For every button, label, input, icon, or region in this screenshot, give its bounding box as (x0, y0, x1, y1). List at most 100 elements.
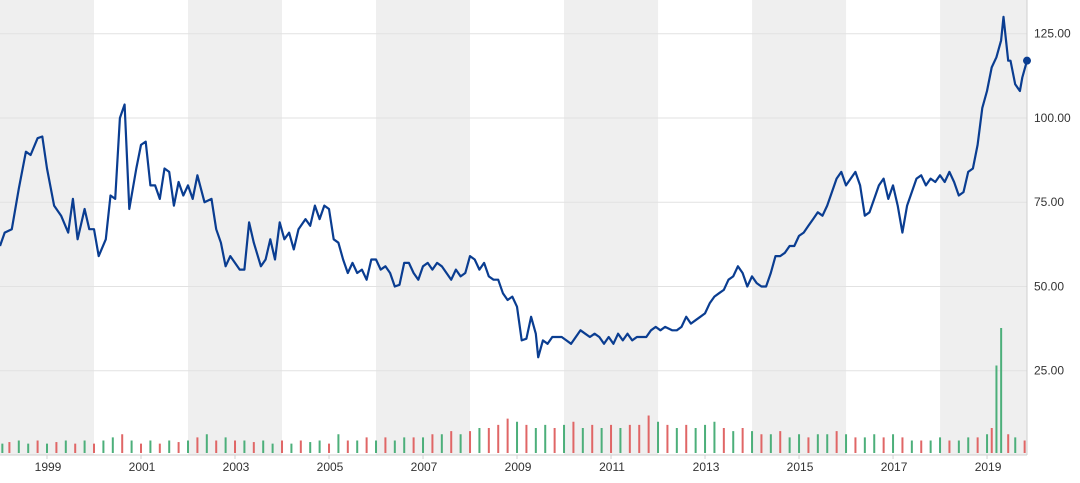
volume-bar (17, 440, 20, 453)
year-band (940, 0, 1027, 455)
volume-bar (450, 431, 453, 453)
volume-bar (910, 440, 913, 453)
price-line (0, 15, 1029, 359)
last-price-marker (1023, 56, 1031, 65)
volume-bar (224, 437, 227, 453)
volume-bar (807, 437, 810, 453)
x-tick-label: 2017 (881, 460, 908, 474)
volume-bar (375, 440, 378, 453)
volume-bar (337, 434, 340, 453)
volume-bar (262, 440, 265, 453)
volume-bar (939, 437, 942, 453)
volume-bar (534, 428, 537, 453)
volume-bar (845, 434, 848, 453)
volume-bar (478, 428, 481, 453)
volume-bar (1, 443, 4, 453)
volume-bar (177, 442, 180, 453)
volume-bar (1007, 434, 1010, 453)
volume-bar (1023, 440, 1026, 453)
volume-bar (318, 440, 321, 453)
price-series (0, 15, 1031, 359)
volume-bar (299, 440, 302, 453)
volume-bar (619, 428, 622, 453)
volume-bar (384, 437, 387, 453)
volume-bar (995, 365, 998, 453)
volume-bar (638, 424, 641, 453)
volume-bar (187, 440, 190, 453)
x-tick-label: 2007 (411, 460, 438, 474)
volume-bar (610, 424, 613, 453)
volume-bar (365, 437, 368, 453)
volume-bar (356, 440, 359, 453)
y-tick-label: 50.00 (1034, 279, 1064, 293)
volume-bar (431, 434, 434, 453)
volume-bar (675, 428, 678, 453)
x-tick-label: 2015 (787, 460, 814, 474)
volume-bar (948, 440, 951, 453)
alternating-year-bands (0, 0, 1027, 455)
volume-bar (1000, 328, 1003, 453)
volume-bar (901, 437, 904, 453)
volume-bar (55, 442, 58, 453)
volume-bar (713, 421, 716, 453)
volume-bar (121, 434, 124, 453)
volume-bar (685, 424, 688, 453)
x-tick-label: 1999 (35, 460, 62, 474)
volume-bar (666, 424, 669, 453)
x-tick-label: 2009 (505, 460, 532, 474)
x-tick-label: 2005 (317, 460, 344, 474)
volume-bar (741, 428, 744, 453)
volume-bar (93, 443, 96, 453)
volume-bar (234, 440, 237, 453)
volume-bar (967, 437, 970, 453)
volume-bar (412, 437, 415, 453)
volume-bar (722, 428, 725, 453)
volume-bar (628, 424, 631, 453)
volume-bar (469, 431, 472, 453)
volume-bar (196, 437, 199, 453)
volume-bars (1, 328, 1026, 453)
volume-bar (798, 434, 801, 453)
volume-bar (892, 434, 895, 453)
x-tick-label: 2019 (975, 460, 1002, 474)
volume-bar (544, 424, 547, 453)
year-band (0, 0, 95, 455)
y-tick-label: 25.00 (1034, 364, 1064, 378)
y-tick-label: 100.00 (1034, 111, 1071, 125)
volume-bar (168, 440, 171, 453)
volume-bar (826, 434, 829, 453)
volume-bar (591, 424, 594, 453)
volume-bar (516, 421, 519, 453)
volume-bar (459, 434, 462, 453)
volume-bar (990, 428, 993, 453)
volume-bar (986, 434, 989, 453)
volume-bar (46, 443, 49, 453)
volume-bar (854, 437, 857, 453)
year-band (564, 0, 659, 455)
volume-bar (83, 440, 86, 453)
volume-bar (1014, 437, 1017, 453)
volume-bar (328, 443, 331, 453)
year-band (188, 0, 283, 455)
volume-bar (281, 440, 284, 453)
volume-bar (835, 431, 838, 453)
year-band (752, 0, 847, 455)
volume-bar (581, 428, 584, 453)
volume-bar (64, 440, 67, 453)
volume-bar (243, 440, 246, 453)
y-tick-label: 75.00 (1034, 195, 1064, 209)
volume-bar (976, 437, 979, 453)
volume-bar (403, 437, 406, 453)
volume-bar (422, 437, 425, 453)
volume-bar (149, 440, 152, 453)
volume-bar (487, 428, 490, 453)
volume-bar (920, 440, 923, 453)
volume-bar (440, 434, 443, 453)
volume-bar (647, 415, 650, 453)
year-band (376, 0, 471, 455)
y-tick-label: 125.00 (1034, 27, 1071, 41)
axes (0, 0, 1028, 456)
volume-bar (205, 434, 208, 453)
volume-bar (497, 424, 500, 453)
